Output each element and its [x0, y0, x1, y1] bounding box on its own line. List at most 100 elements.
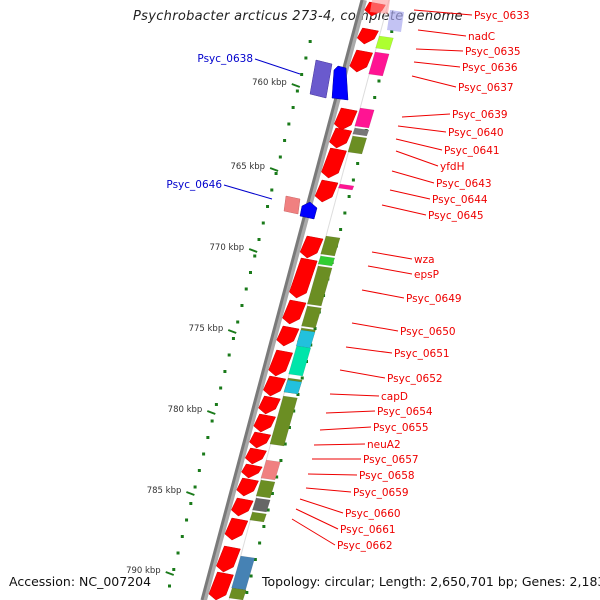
gene-label-psyc_0655[interactable]: Psyc_0655	[373, 422, 429, 434]
gene-label-yfdh[interactable]: yfdH	[440, 161, 464, 173]
cog-box[interactable]	[283, 379, 302, 395]
gene-label-epsp[interactable]: epsP	[414, 269, 439, 281]
scale-dot	[231, 337, 235, 340]
gene-label-psyc_0638[interactable]: Psyc_0638	[197, 53, 253, 65]
scale-dot	[287, 122, 291, 126]
label-leader-line	[351, 322, 399, 332]
gene-label-psyc_0651[interactable]: Psyc_0651	[394, 348, 450, 360]
cds-arrow[interactable]	[356, 27, 379, 45]
gene-label-psyc_0662[interactable]: Psyc_0662	[337, 540, 393, 552]
cds-arrow[interactable]	[253, 413, 276, 433]
cog-box[interactable]	[337, 183, 355, 191]
label-leader-line	[299, 498, 344, 514]
label-leader-line	[329, 393, 380, 397]
inner-scale-dot	[262, 525, 266, 528]
scale-major-tick	[206, 410, 216, 415]
gene-label-psyc_0654[interactable]: Psyc_0654	[377, 406, 433, 418]
cog-box[interactable]	[317, 255, 336, 267]
scale-tick-label: 785 kbp	[147, 486, 182, 496]
reverse-cds-psyc-0646-box[interactable]	[283, 195, 301, 215]
cog-box[interactable]	[288, 345, 312, 377]
gene-label-psyc_0633[interactable]: Psyc_0633	[474, 10, 530, 22]
cds-arrow[interactable]	[208, 571, 234, 600]
cds-arrow[interactable]	[299, 235, 324, 259]
gene-label-psyc_0636[interactable]: Psyc_0636	[462, 62, 518, 74]
cds-arrow[interactable]	[224, 517, 249, 541]
label-leader-line	[413, 9, 473, 16]
cds-arrow[interactable]	[249, 431, 272, 449]
cds-arrow[interactable]	[268, 349, 294, 377]
label-leader-line	[411, 75, 457, 88]
gene-label-psyc_0643[interactable]: Psyc_0643	[436, 178, 492, 190]
cds-arrow[interactable]	[282, 299, 307, 325]
label-leader-line	[415, 48, 464, 52]
gene-label-psyc_0637[interactable]: Psyc_0637	[458, 82, 514, 94]
gene-label-wza[interactable]: wza	[414, 254, 435, 266]
cds-arrow-faded[interactable]	[370, 0, 390, 14]
cds-arrow[interactable]	[258, 395, 281, 415]
gene-label-psyc_0649[interactable]: Psyc_0649	[406, 293, 462, 305]
label-leader-line	[319, 426, 372, 431]
gene-label-psyc_0660[interactable]: Psyc_0660	[345, 508, 401, 520]
cog-box[interactable]	[368, 51, 390, 77]
label-leader-line	[401, 113, 451, 118]
inner-scale-dot	[270, 492, 274, 495]
inner-scale-dot	[249, 574, 253, 578]
cds-arrow[interactable]	[244, 447, 267, 465]
inner-scale-dot	[266, 508, 270, 512]
cog-box[interactable]	[347, 135, 368, 155]
gene-label-psyc_0635[interactable]: Psyc_0635	[465, 46, 521, 58]
gene-label-capd[interactable]: capD	[381, 391, 408, 403]
cds-arrow[interactable]	[314, 179, 339, 203]
cds-arrow[interactable]	[263, 375, 287, 397]
gene-label-psyc_0645[interactable]: Psyc_0645	[428, 210, 484, 222]
gene-label-psyc_0661[interactable]: Psyc_0661	[340, 524, 396, 536]
cds-arrow[interactable]	[349, 49, 374, 73]
cog-box[interactable]	[352, 127, 370, 137]
gene-label-psyc_0641[interactable]: Psyc_0641	[444, 145, 500, 157]
gene-label-psyc_0644[interactable]: Psyc_0644	[432, 194, 488, 206]
cds-arrow[interactable]	[236, 477, 259, 497]
cog-box[interactable]	[306, 265, 333, 307]
gene-label-psyc_0650[interactable]: Psyc_0650	[400, 326, 456, 338]
reverse-cds-psyc-0646-arrow[interactable]	[299, 201, 318, 220]
gene-label-psyc_0657[interactable]: Psyc_0657	[363, 454, 419, 466]
gene-label-psyc_0652[interactable]: Psyc_0652	[387, 373, 443, 385]
cog-box[interactable]	[249, 511, 267, 523]
gene-label-psyc_0640[interactable]: Psyc_0640	[448, 127, 504, 139]
cds-arrow[interactable]	[216, 545, 241, 573]
reverse-cds-psyc-0638-arrow[interactable]	[331, 65, 349, 101]
gene-label-nadc[interactable]: nadC	[468, 31, 495, 43]
reverse-cds-psyc-0638-box[interactable]	[309, 59, 333, 99]
gene-label-psyc_0639[interactable]: Psyc_0639	[452, 109, 508, 121]
cog-box[interactable]	[269, 395, 298, 447]
cog-box[interactable]	[354, 107, 375, 129]
cog-box-faded[interactable]	[387, 10, 404, 32]
cog-box[interactable]	[320, 235, 341, 257]
cds-arrow[interactable]	[231, 497, 254, 517]
gene-label-psyc_0658[interactable]: Psyc_0658	[359, 470, 415, 482]
cog-box[interactable]	[228, 587, 247, 600]
cog-box[interactable]	[260, 459, 281, 481]
cds-arrow[interactable]	[329, 127, 353, 149]
scale-dot	[253, 254, 257, 258]
gene-label-psyc_0659[interactable]: Psyc_0659	[353, 487, 409, 499]
cog-box[interactable]	[301, 305, 322, 329]
label-leader-line	[389, 189, 431, 200]
scale-dot	[270, 188, 274, 192]
cog-box[interactable]	[375, 35, 394, 51]
label-leader-line	[395, 138, 443, 151]
gene-label-psyc_0646[interactable]: Psyc_0646	[166, 179, 222, 191]
gene-label-neua2[interactable]: neuA2	[367, 439, 401, 451]
scale-dot	[248, 271, 252, 274]
cds-arrow[interactable]	[289, 257, 318, 299]
cog-box[interactable]	[255, 479, 276, 499]
cds-arrow[interactable]	[241, 463, 263, 479]
scale-major-tick	[165, 571, 175, 576]
cds-arrow[interactable]	[321, 147, 347, 179]
cds-arrow[interactable]	[276, 325, 300, 347]
inner-scale-dot	[373, 96, 377, 99]
cog-box[interactable]	[252, 497, 271, 513]
cds-arrow[interactable]	[333, 107, 358, 131]
